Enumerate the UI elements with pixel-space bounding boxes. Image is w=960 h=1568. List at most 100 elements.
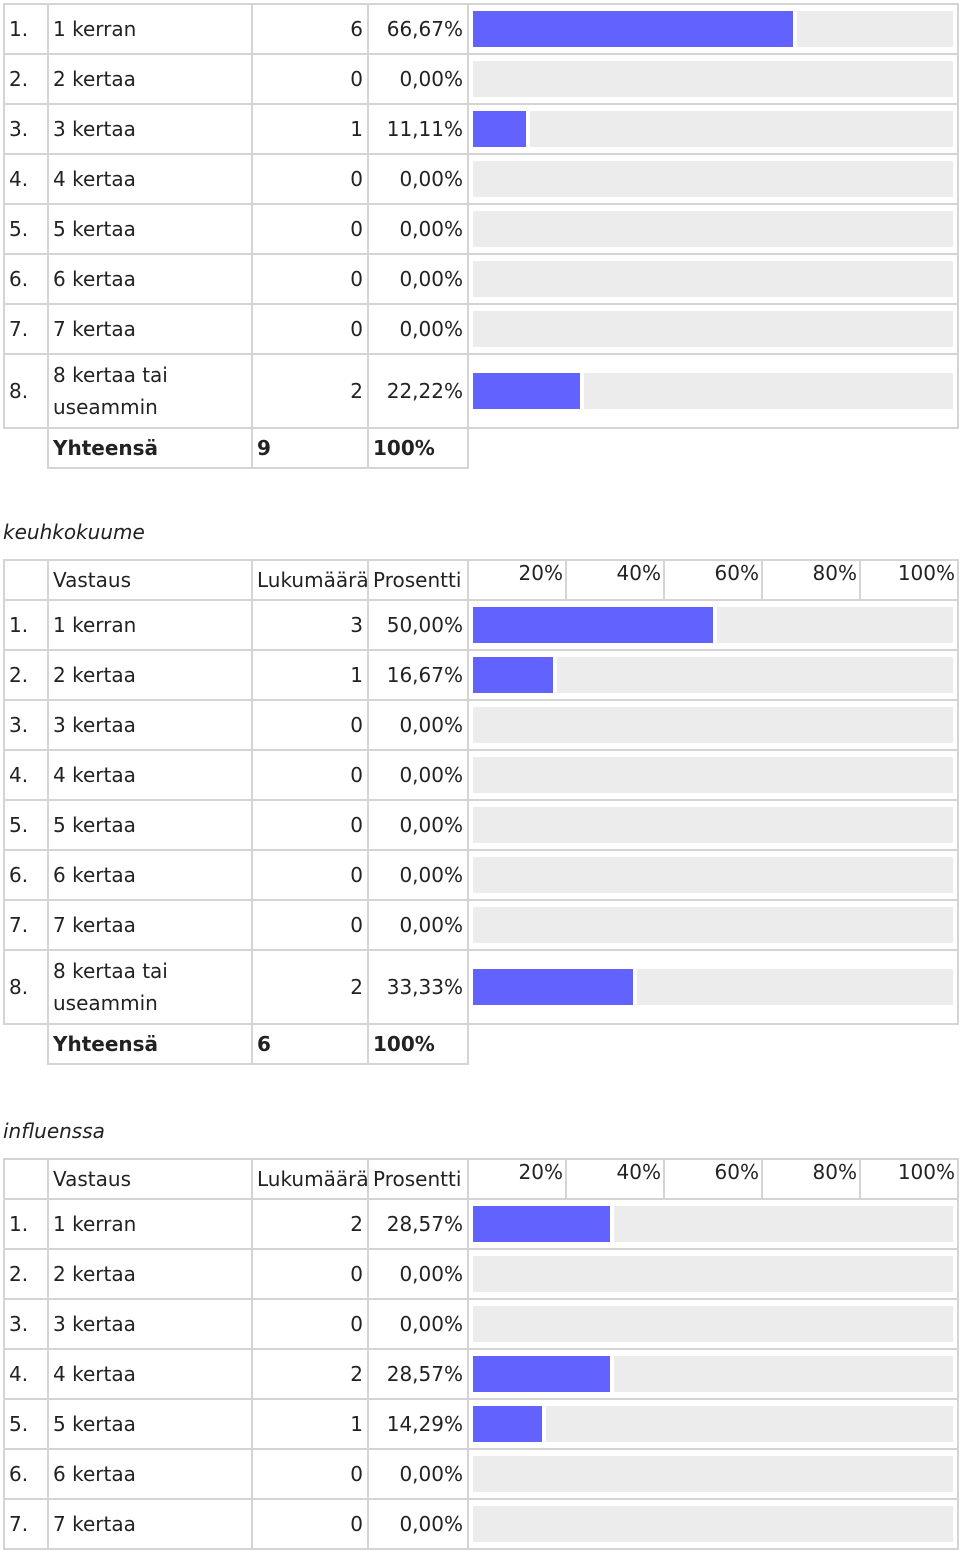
- percent-bar-cell: [467, 699, 959, 751]
- percent-bar-cell: [467, 649, 959, 701]
- percent-bar-fill: [473, 373, 580, 409]
- percent-bar-track: [473, 969, 953, 1005]
- header-count: Lukumäärä: [251, 559, 369, 601]
- scale-tick-label: 60%: [665, 1161, 763, 1197]
- row-index: 8.: [3, 353, 49, 429]
- percent-bar-track: [473, 211, 953, 247]
- percent-bar-fill: [473, 1406, 542, 1442]
- table-header-row: Vastaus Lukumäärä Prosentti 20% 40% 60% 80% 100…: [3, 559, 959, 601]
- answer-percent: 0,00%: [367, 253, 469, 305]
- answer-percent: 22,22%: [367, 353, 469, 429]
- table-header-row: Vastaus Lukumäärä Prosentti 20% 40% 60% 80% 100…: [3, 1158, 959, 1200]
- percent-bar-track: [473, 261, 953, 297]
- row-index: 3.: [3, 1298, 49, 1350]
- total-spacer: [4, 1024, 48, 1064]
- scale-tick-label: 20%: [470, 562, 567, 598]
- answer-label: 3 kertaa: [47, 1298, 253, 1350]
- answer-percent: 16,67%: [367, 649, 469, 701]
- scale-tick-label: 100%: [897, 1160, 955, 1184]
- percent-bar-cell: [467, 1198, 959, 1250]
- row-index: 7.: [3, 303, 49, 355]
- row-index: 8.: [3, 949, 49, 1025]
- percent-bar-fill: [473, 11, 794, 47]
- total-spacer: [468, 428, 958, 468]
- answer-label: 4 kertaa: [47, 153, 253, 205]
- table-row: 2. 2 kertaa 0 0,00%: [3, 1248, 959, 1300]
- header-scale: 20% 40% 60% 80% 100%: [467, 559, 959, 601]
- percent-bar-cell: [467, 1398, 959, 1450]
- table-row: 1. 1 kerran 6 66,67%: [3, 3, 959, 55]
- answer-count: 0: [251, 153, 369, 205]
- answer-count: 0: [251, 699, 369, 751]
- table-row: 3. 3 kertaa 1 11,11%: [3, 103, 959, 155]
- row-index: 3.: [3, 103, 49, 155]
- results-table: 1. 1 kerran 6 66,67% 2. 2 kertaa 0 0,00% 3. 3 ker…: [3, 3, 959, 469]
- answer-label: 6 kertaa: [47, 1448, 253, 1500]
- answer-label: 6 kertaa: [47, 849, 253, 901]
- row-index: 2.: [3, 53, 49, 105]
- answer-label: 3 kertaa: [47, 103, 253, 155]
- percent-bar-track: [473, 1506, 953, 1542]
- answer-percent: 0,00%: [367, 749, 469, 801]
- row-index: 7.: [3, 1498, 49, 1550]
- row-index: 1.: [3, 1198, 49, 1250]
- row-index: 6.: [3, 849, 49, 901]
- row-index: 7.: [3, 899, 49, 951]
- answer-percent: 0,00%: [367, 1298, 469, 1350]
- row-index: 6.: [3, 1448, 49, 1500]
- table-row: 1. 1 kerran 3 50,00%: [3, 599, 959, 651]
- answer-label: 5 kertaa: [47, 203, 253, 255]
- answer-count: 0: [251, 1248, 369, 1300]
- row-index: 5.: [3, 203, 49, 255]
- table-row: 3. 3 kertaa 0 0,00%: [3, 1298, 959, 1350]
- answer-percent: 50,00%: [367, 599, 469, 651]
- answer-count: 0: [251, 899, 369, 951]
- answer-label: 3 kertaa: [47, 699, 253, 751]
- table-row: 2. 2 kertaa 0 0,00%: [3, 53, 959, 105]
- percent-bar-track: [473, 1306, 953, 1342]
- answer-percent: 0,00%: [367, 1498, 469, 1550]
- row-index: 5.: [3, 1398, 49, 1450]
- row-index: 1.: [3, 599, 49, 651]
- percent-bar-divider: [553, 657, 558, 693]
- answer-count: 1: [251, 649, 369, 701]
- row-index: 4.: [3, 749, 49, 801]
- answer-percent: 0,00%: [367, 849, 469, 901]
- row-index: 3.: [3, 699, 49, 751]
- answer-label: 6 kertaa: [47, 253, 253, 305]
- percent-bar-track: [473, 1256, 953, 1292]
- row-index: 5.: [3, 799, 49, 851]
- percent-bar-fill: [473, 1206, 611, 1242]
- answer-count: 0: [251, 849, 369, 901]
- answer-label: 8 kertaa tai useammin: [47, 353, 253, 429]
- table-row: 6. 6 kertaa 0 0,00%: [3, 253, 959, 305]
- row-index: 6.: [3, 253, 49, 305]
- row-index: 4.: [3, 153, 49, 205]
- percent-bar-fill: [473, 969, 633, 1005]
- percent-bar-cell: [467, 899, 959, 951]
- answer-label: 2 kertaa: [47, 53, 253, 105]
- answer-label: 4 kertaa: [47, 1348, 253, 1400]
- answer-percent: 33,33%: [367, 949, 469, 1025]
- percent-bar-track: [473, 1206, 953, 1242]
- percent-bar-divider: [610, 1356, 615, 1392]
- percent-bar-track: [473, 907, 953, 943]
- total-spacer: [4, 428, 48, 468]
- percent-bar-track: [473, 607, 953, 643]
- percent-bar-fill: [473, 1356, 611, 1392]
- answer-count: 0: [251, 749, 369, 801]
- header-index-cell: [3, 559, 48, 601]
- answer-percent: 28,57%: [367, 1198, 469, 1250]
- percent-bar-cell: [467, 153, 959, 205]
- scale-tick-label: 40%: [567, 562, 665, 598]
- table-row: 3. 3 kertaa 0 0,00%: [3, 699, 959, 751]
- percent-bar-cell: [467, 3, 959, 55]
- percent-bar-cell: [467, 1448, 959, 1500]
- header-answer: Vastaus: [47, 559, 253, 601]
- answer-label: 7 kertaa: [47, 1498, 253, 1550]
- percent-bar-cell: [467, 749, 959, 801]
- answer-label: 1 kerran: [47, 599, 253, 651]
- answer-count: 2: [251, 1348, 369, 1400]
- answer-percent: 0,00%: [367, 799, 469, 851]
- percent-bar-track: [473, 757, 953, 793]
